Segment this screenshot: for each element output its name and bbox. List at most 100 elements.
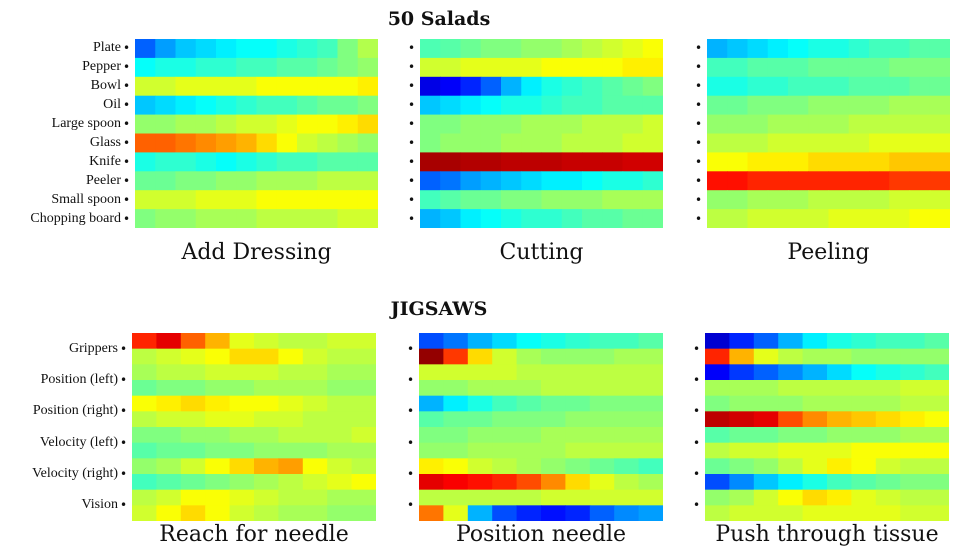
heatmap-cell [135,114,156,135]
heatmap-cell [924,505,949,521]
heatmap-peeling [707,39,950,228]
heatmap-cell [156,333,182,350]
heatmap-cell [236,39,258,59]
heatmap-cell [351,474,376,491]
heatmap-cell [565,380,591,397]
heatmap-cell [276,57,298,78]
heatmap-cell [788,190,809,210]
heatmap-cell [302,380,328,397]
heatmap-cell [875,427,901,444]
heatmap-cell [516,442,542,459]
heatmap-cell [808,57,830,78]
heatmap-cell [802,364,828,381]
heatmap-cell [135,190,156,210]
heatmap-cell [827,442,852,459]
heatmap-cell [440,39,462,59]
heatmap-cell [929,190,950,210]
panel-title: Reach for needle [159,522,349,547]
heatmap-cell [638,380,663,397]
heatmap-cell [900,380,926,397]
heatmap-cell [175,190,197,210]
heatmap-cell [180,489,206,506]
heatmap-cell [420,76,441,97]
heatmap-cell [327,442,353,459]
heatmap-cell [705,474,730,491]
heatmap-cell [707,209,728,228]
heatmap-cell [256,114,278,135]
heatmap-cell [297,114,318,135]
heatmap-cell [638,411,663,428]
row-label: Position (right) [32,403,118,419]
row-tick: • [407,404,415,419]
heatmap-cell [297,209,318,228]
heatmap-cell [443,427,469,444]
heatmap-cell [480,39,502,59]
heatmap-cell [602,152,624,172]
row-tick: • [695,154,703,169]
heatmap-cell [828,39,850,59]
heatmap-cell [317,171,339,191]
heatmap-cell [357,190,378,210]
heatmap-cell [440,152,462,172]
heatmap-cell [909,209,931,228]
heatmap-cell [729,442,755,459]
heatmap-cell [778,348,804,365]
heatmap-cell [521,114,543,135]
heatmap-cell [851,333,877,350]
heatmap-cell [565,474,591,491]
heatmap-cell [622,171,644,191]
heatmap-cell [582,57,603,78]
heatmap-cell [480,114,502,135]
heatmap-cell [827,333,852,350]
row-tick: • [693,373,701,387]
heatmap-cell [501,209,522,228]
heatmap-cell [180,458,206,475]
heatmap-cell [419,489,444,506]
row-label: Grippers [69,340,118,356]
heatmap-cell [297,76,318,97]
heatmap-cell [602,57,624,78]
heatmap-cell [337,209,359,228]
panel-title: Cutting [499,240,584,265]
heatmap-cell [236,171,258,191]
heatmap-cell [460,39,482,59]
heatmap-cell [195,39,217,59]
heatmap-cell [156,474,182,491]
heatmap-cell [561,152,583,172]
heatmap-cell [565,364,591,381]
heatmap-cell [317,133,339,153]
heatmap-cell [297,152,318,172]
heatmap-cell [767,114,789,135]
row-tick: • [123,60,131,75]
row-label: Peeler [86,172,121,188]
heatmap-cell [480,133,502,153]
heatmap-cell [900,411,926,428]
heatmap-cell [180,474,206,491]
heatmap-cell [297,95,318,116]
heatmap-cell [132,364,157,381]
heatmap-cell [602,209,624,228]
heatmap-cell [875,380,901,397]
heatmap-cell [705,505,730,521]
heatmap-cell [492,380,518,397]
heatmap-cell [351,333,376,350]
heatmap-cell [460,171,482,191]
heatmap-cell [420,57,441,78]
heatmap-cell [357,171,378,191]
row-tick: • [120,341,128,356]
heatmap-cell [419,395,444,412]
heatmap-cell [229,458,255,475]
heatmap-cell [747,171,769,191]
heatmap-cell [516,364,542,381]
heatmap-cell [492,442,518,459]
heatmap-cell [327,364,353,381]
heatmap-cell [589,505,615,521]
heatmap-cell [180,380,206,397]
heatmap-cell [480,190,502,210]
heatmap-cell [638,333,663,350]
heatmap-cell [236,57,258,78]
row-tick: • [408,98,416,113]
heatmap-cell [256,95,278,116]
heatmap-cell [589,380,615,397]
heatmap-cell [808,209,830,228]
